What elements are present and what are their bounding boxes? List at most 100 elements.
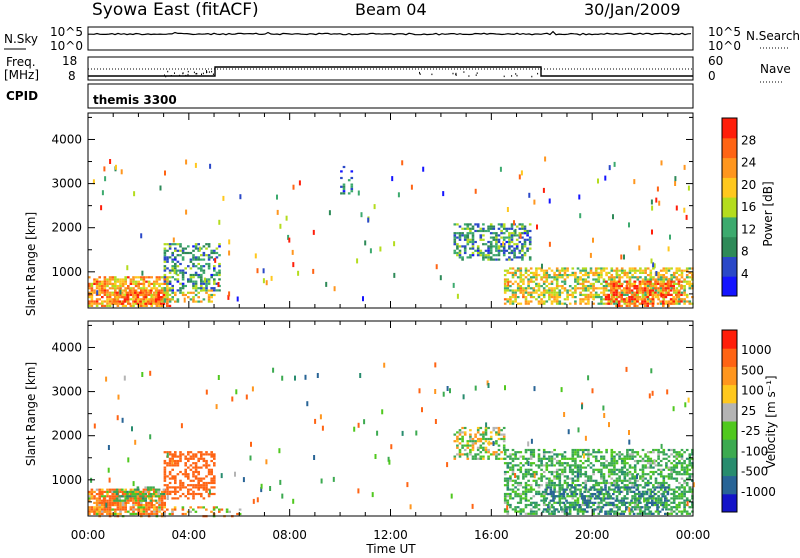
heatmap-cell — [553, 470, 556, 474]
heatmap-cell — [121, 417, 124, 423]
heatmap-cell — [566, 269, 569, 272]
heatmap-cell — [557, 501, 560, 504]
heatmap-cell — [558, 481, 562, 485]
heatmap-cell — [599, 497, 602, 500]
heatmap-cell — [124, 506, 127, 509]
heatmap-cell — [116, 278, 120, 281]
heatmap-cell — [533, 199, 536, 205]
heatmap-cell — [458, 433, 462, 436]
heatmap-cell — [664, 293, 668, 296]
heatmap-cell — [628, 280, 632, 283]
heatmap-cell — [617, 302, 621, 305]
heatmap-cell — [497, 238, 501, 241]
heatmap-cell — [656, 282, 660, 285]
heatmap-cell — [659, 488, 663, 491]
heatmap-cell — [121, 506, 125, 509]
heatmap-cell — [638, 501, 641, 504]
heatmap-cell — [121, 291, 124, 294]
heatmap-cell — [633, 508, 637, 511]
heatmap-cell — [129, 287, 133, 290]
heatmap-cell — [192, 276, 195, 279]
heatmap-cell — [685, 300, 689, 303]
heatmap-cell — [292, 498, 295, 504]
heatmap-cell — [649, 475, 653, 478]
heatmap-cell — [516, 267, 520, 270]
heatmap-cell — [519, 278, 523, 281]
heatmap-cell — [350, 187, 354, 191]
heatmap-cell — [114, 501, 117, 504]
heatmap-cell — [667, 304, 670, 307]
heatmap-cell — [659, 470, 663, 474]
heatmap-cell — [506, 477, 510, 480]
heatmap-cell — [502, 227, 506, 230]
heatmap-cell — [587, 448, 590, 452]
heatmap-cell — [657, 457, 660, 460]
heatmap-cell — [115, 493, 119, 496]
heatmap-cell — [466, 444, 470, 447]
heatmap-cell — [202, 486, 206, 489]
heatmap-cell — [560, 508, 563, 511]
heatmap-cell — [535, 464, 538, 467]
heatmap-cell — [207, 278, 211, 281]
heatmap-cell — [561, 468, 564, 471]
heatmap-cell — [618, 282, 621, 285]
heatmap-cell — [574, 271, 577, 274]
heatmap-cell — [561, 497, 564, 500]
heatmap-cell — [561, 470, 564, 474]
heatmap-cell — [555, 501, 559, 504]
heatmap-cell — [657, 298, 660, 301]
heatmap-cell — [654, 470, 658, 474]
heatmap-cell — [685, 473, 689, 476]
heatmap-cell — [342, 190, 346, 193]
heatmap-cell — [476, 453, 480, 456]
heatmap-cell — [524, 451, 528, 454]
heatmap-cell — [600, 282, 603, 285]
heatmap-cell — [194, 468, 198, 471]
heatmap-cell — [601, 488, 605, 491]
heatmap-cell — [160, 282, 164, 285]
heatmap-cell — [537, 302, 541, 305]
heatmap-cell — [114, 493, 117, 496]
heatmap-cell — [548, 276, 551, 279]
heatmap-cell — [579, 298, 582, 301]
heatmap-cell — [566, 512, 569, 515]
heatmap-cell — [581, 267, 585, 270]
heatmap-cell — [116, 506, 120, 509]
heatmap-cell — [150, 504, 153, 507]
heatmap-cell — [98, 512, 101, 515]
heatmap-cell — [567, 512, 571, 515]
heatmap-cell — [589, 271, 593, 274]
heatmap-cell — [103, 508, 107, 511]
heatmap-cell — [238, 508, 242, 511]
heatmap-cell — [615, 473, 619, 476]
heatmap-cell — [95, 302, 99, 305]
heatmap-cell — [189, 464, 193, 467]
heatmap-cell — [574, 296, 577, 299]
heatmap-cell — [461, 227, 464, 230]
heatmap-cell — [213, 481, 216, 485]
heatmap-cell — [581, 503, 585, 507]
heatmap-cell — [207, 243, 211, 246]
freq-right-tick-bottom: 0 — [708, 69, 716, 83]
heatmap-cell — [508, 232, 511, 235]
heatmap-cell — [584, 271, 588, 274]
heatmap-cell — [584, 470, 588, 474]
heatmap-cell — [184, 251, 187, 255]
heatmap-cell — [555, 475, 559, 478]
heatmap-cell — [207, 245, 211, 248]
heatmap-cell — [153, 499, 156, 502]
heatmap-cell — [108, 300, 112, 303]
heatmap-cell — [544, 490, 547, 493]
heatmap-cell — [583, 508, 586, 511]
heatmap-cell — [171, 296, 174, 299]
heatmap-cell — [583, 495, 586, 498]
heatmap-cell — [509, 280, 512, 283]
heatmap-cell — [587, 457, 590, 460]
heatmap-cell — [591, 493, 594, 496]
heatmap-cell — [88, 291, 91, 294]
heatmap-cell — [597, 503, 601, 507]
heatmap-cell — [118, 499, 121, 502]
heatmap-cell — [181, 273, 185, 277]
time-tick-label: 00:00 — [676, 528, 711, 542]
heatmap-cell — [591, 501, 594, 504]
